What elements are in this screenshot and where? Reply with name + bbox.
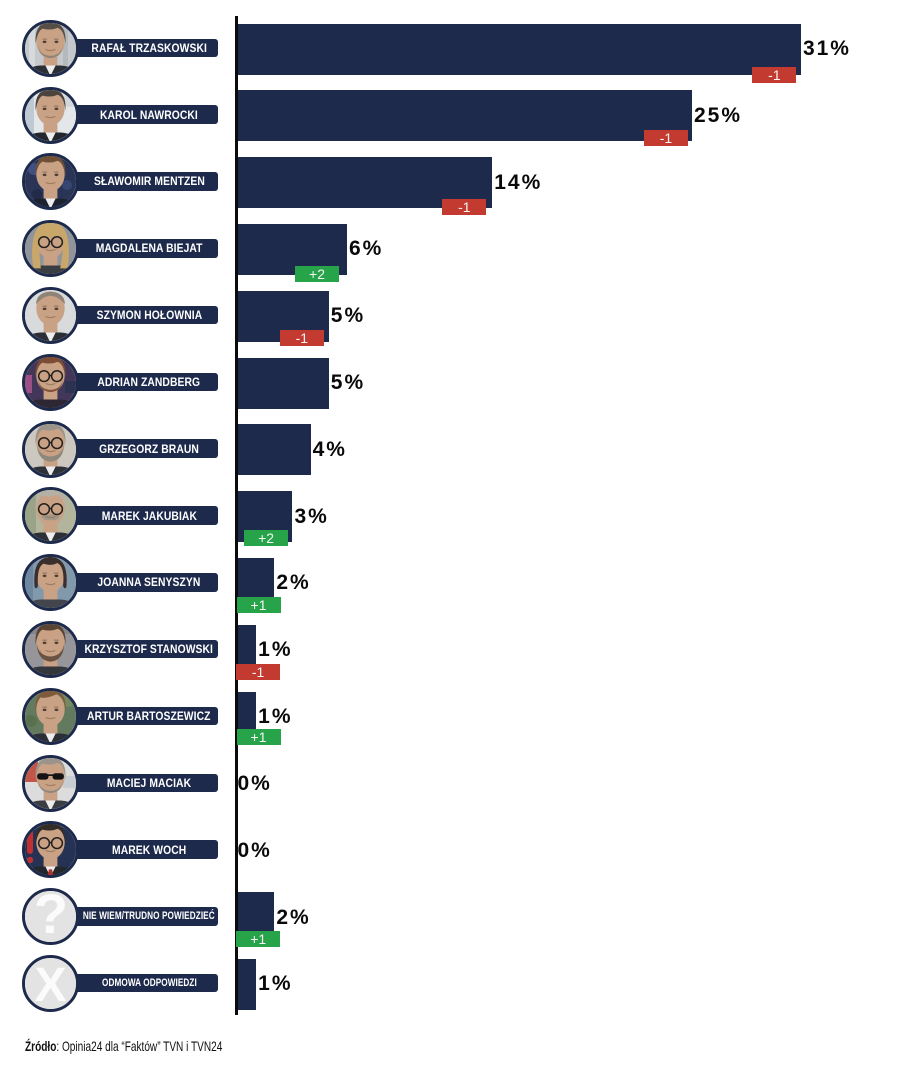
svg-text:X: X — [34, 959, 66, 1009]
svg-text:?: ? — [34, 891, 68, 942]
